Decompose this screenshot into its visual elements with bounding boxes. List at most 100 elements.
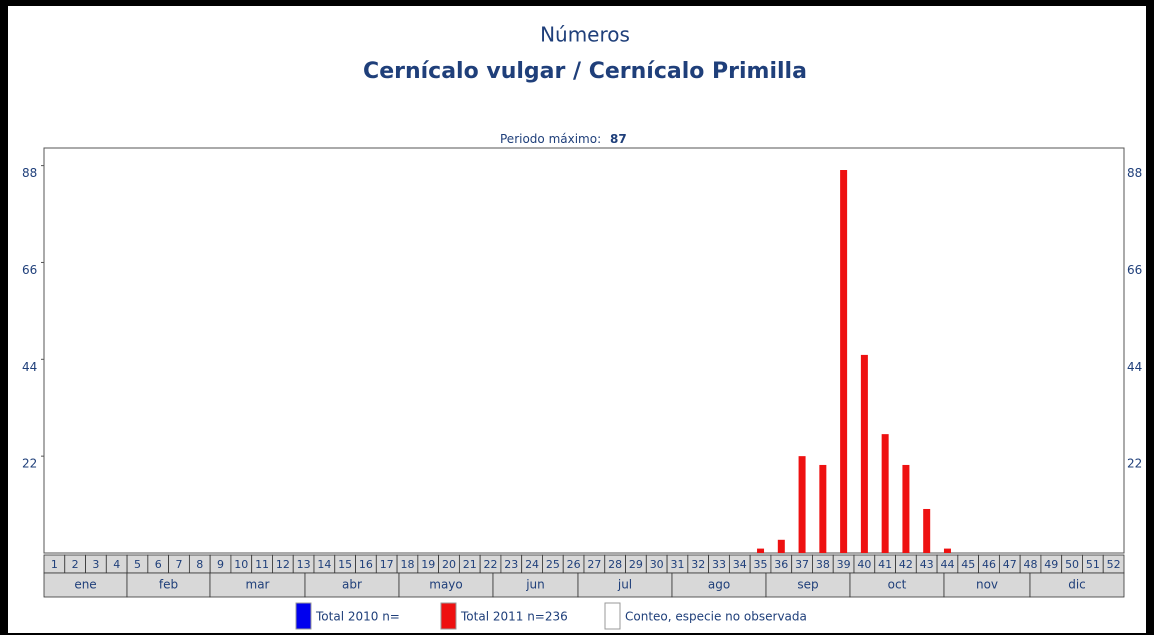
month-cell bbox=[1029, 572, 1125, 598]
week-label: 37 bbox=[795, 558, 809, 571]
week-label: 24 bbox=[525, 558, 539, 571]
y-tick-label: 22 bbox=[22, 457, 37, 471]
week-label: 36 bbox=[774, 558, 788, 571]
week-label: 17 bbox=[380, 558, 394, 571]
week-label: 8 bbox=[196, 558, 203, 571]
y-tick-label: 66 bbox=[22, 263, 37, 277]
bar bbox=[840, 170, 848, 553]
bar bbox=[798, 456, 806, 553]
week-label: 19 bbox=[421, 558, 435, 571]
week-label: 51 bbox=[1086, 558, 1100, 571]
week-label: 49 bbox=[1044, 558, 1058, 571]
month-label: jun bbox=[525, 578, 545, 592]
week-label: 21 bbox=[463, 558, 477, 571]
month-cell bbox=[209, 572, 306, 598]
month-label: ene bbox=[74, 578, 96, 592]
month-label: abr bbox=[342, 578, 362, 592]
month-label: ago bbox=[708, 578, 730, 592]
bar bbox=[819, 464, 827, 553]
week-label: 4 bbox=[113, 558, 120, 571]
y2-tick-label: 44 bbox=[1127, 360, 1142, 374]
month-cell bbox=[765, 572, 851, 598]
month-label: jul bbox=[617, 578, 632, 592]
week-label: 50 bbox=[1065, 558, 1079, 571]
month-label: dic bbox=[1068, 578, 1086, 592]
week-label: 16 bbox=[359, 558, 373, 571]
week-label: 43 bbox=[920, 558, 934, 571]
legend-swatch bbox=[295, 602, 312, 630]
bar bbox=[881, 434, 889, 553]
week-label: 27 bbox=[587, 558, 601, 571]
month-cell bbox=[577, 572, 673, 598]
week-label: 45 bbox=[961, 558, 975, 571]
week-label: 41 bbox=[878, 558, 892, 571]
week-label: 33 bbox=[712, 558, 726, 571]
y-tick-label: 44 bbox=[22, 360, 37, 374]
week-label: 1 bbox=[51, 558, 58, 571]
week-label: 7 bbox=[176, 558, 183, 571]
month-label: mayo bbox=[429, 578, 463, 592]
week-label: 11 bbox=[255, 558, 269, 571]
month-cell bbox=[43, 572, 128, 598]
week-label: 39 bbox=[837, 558, 851, 571]
month-label: nov bbox=[976, 578, 998, 592]
week-label: 10 bbox=[234, 558, 248, 571]
week-label: 30 bbox=[650, 558, 664, 571]
week-label: 9 bbox=[217, 558, 224, 571]
week-label: 28 bbox=[608, 558, 622, 571]
y2-tick-label: 66 bbox=[1127, 263, 1142, 277]
legend-swatch bbox=[604, 602, 621, 630]
month-cell bbox=[492, 572, 579, 598]
plot-area bbox=[43, 147, 1125, 554]
week-label: 15 bbox=[338, 558, 352, 571]
week-label: 35 bbox=[754, 558, 768, 571]
bar bbox=[777, 539, 785, 553]
y2-tick-label: 22 bbox=[1127, 457, 1142, 471]
week-label: 13 bbox=[297, 558, 311, 571]
month-label: mar bbox=[246, 578, 270, 592]
week-label: 22 bbox=[484, 558, 498, 571]
week-label: 25 bbox=[546, 558, 560, 571]
week-label: 32 bbox=[691, 558, 705, 571]
week-label: 3 bbox=[92, 558, 99, 571]
bar bbox=[860, 354, 868, 553]
week-label: 20 bbox=[442, 558, 456, 571]
legend-label: Total 2011 n=236 bbox=[460, 610, 568, 624]
week-label: 52 bbox=[1107, 558, 1121, 571]
month-cell bbox=[304, 572, 400, 598]
week-label: 14 bbox=[317, 558, 331, 571]
legend-label: Total 2010 n= bbox=[315, 610, 400, 624]
week-label: 40 bbox=[857, 558, 871, 571]
max-value: 87 bbox=[610, 132, 627, 146]
month-label: feb bbox=[159, 578, 178, 592]
max-label: Periodo máximo: bbox=[500, 132, 601, 146]
week-label: 6 bbox=[155, 558, 162, 571]
bar bbox=[923, 508, 931, 553]
week-label: 44 bbox=[940, 558, 954, 571]
max-annotation: Periodo máximo: 87 bbox=[500, 132, 627, 146]
week-label: 48 bbox=[1024, 558, 1038, 571]
week-label: 2 bbox=[72, 558, 79, 571]
month-cell bbox=[398, 572, 494, 598]
week-label: 34 bbox=[733, 558, 747, 571]
week-label: 12 bbox=[276, 558, 290, 571]
legend-swatch bbox=[440, 602, 457, 630]
week-label: 38 bbox=[816, 558, 830, 571]
week-label: 29 bbox=[629, 558, 643, 571]
week-label: 31 bbox=[670, 558, 684, 571]
month-label: sep bbox=[797, 578, 818, 592]
month-label: oct bbox=[888, 578, 907, 592]
chart-title: Números bbox=[540, 23, 630, 47]
week-label: 18 bbox=[400, 558, 414, 571]
bar bbox=[943, 548, 951, 553]
y-tick-label: 88 bbox=[22, 166, 37, 180]
week-label: 47 bbox=[1003, 558, 1017, 571]
bar bbox=[902, 464, 910, 553]
y2-tick-label: 88 bbox=[1127, 166, 1142, 180]
week-label: 26 bbox=[567, 558, 581, 571]
week-label: 46 bbox=[982, 558, 996, 571]
week-label: 42 bbox=[899, 558, 913, 571]
bar bbox=[757, 548, 765, 553]
week-label: 5 bbox=[134, 558, 141, 571]
